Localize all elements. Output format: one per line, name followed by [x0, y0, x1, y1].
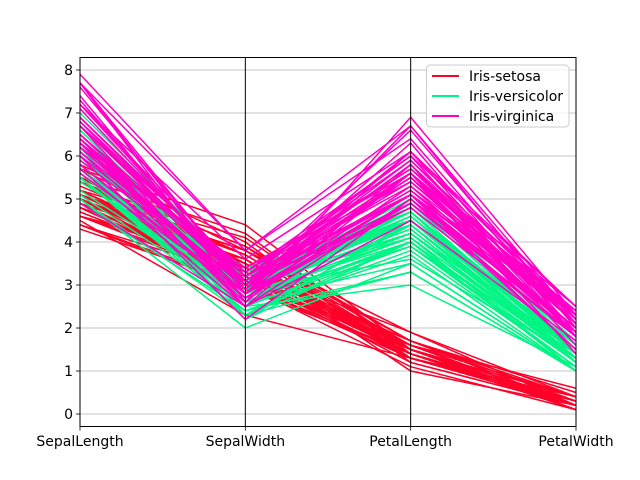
category-axis-lines	[244, 57, 412, 427]
x-axis-label-petalwidth: PetalWidth	[538, 434, 613, 450]
data-line-iris-virginica	[79, 125, 577, 308]
y-tick-label: 7	[64, 106, 73, 122]
data-line-iris-virginica	[79, 103, 577, 308]
data-line-iris-versicolor	[79, 176, 577, 372]
data-line-iris-virginica	[79, 82, 577, 329]
data-lines	[79, 73, 577, 411]
data-line-iris-versicolor	[79, 198, 577, 372]
legend-label-virginica: Iris-virginica	[469, 109, 554, 125]
data-line-iris-virginica	[79, 159, 577, 338]
data-line-iris-virginica	[79, 146, 577, 316]
y-tick-label: 4	[64, 235, 73, 251]
y-tick-label: 2	[64, 321, 73, 337]
legend-label-versicolor: Iris-versicolor	[469, 89, 563, 105]
x-axis-label-sepalwidth: SepalWidth	[206, 434, 286, 450]
data-line-iris-virginica	[79, 164, 577, 333]
y-tick-label: 3	[64, 278, 73, 294]
data-line-iris-virginica	[79, 202, 577, 342]
data-line-iris-virginica	[79, 133, 577, 329]
x-axis-label-sepallength: SepalLength	[36, 434, 123, 450]
legend: Iris-setosa Iris-versicolor Iris-virgini…	[426, 64, 570, 128]
y-tick-label: 5	[64, 192, 73, 208]
data-line-iris-virginica	[79, 155, 577, 351]
data-line-iris-virginica	[79, 138, 577, 320]
y-tick-label: 0	[64, 407, 73, 423]
x-axis-label-petallength: PetalLength	[369, 434, 452, 450]
data-line-iris-versicolor	[79, 194, 577, 368]
data-line-iris-versicolor	[79, 176, 577, 359]
legend-frame	[426, 64, 570, 128]
y-tick-label: 1	[64, 364, 73, 380]
y-tick-label: 6	[64, 149, 73, 165]
data-line-iris-virginica	[79, 82, 577, 320]
y-tick-label: 8	[64, 63, 73, 79]
data-line-iris-virginica	[79, 125, 577, 312]
y-axis: 0 1 2 3 4 5 6 7 8	[64, 63, 80, 423]
legend-label-setosa: Iris-setosa	[469, 69, 541, 85]
x-axis: SepalLength SepalWidth PetalLength PetalWid…	[36, 426, 614, 450]
